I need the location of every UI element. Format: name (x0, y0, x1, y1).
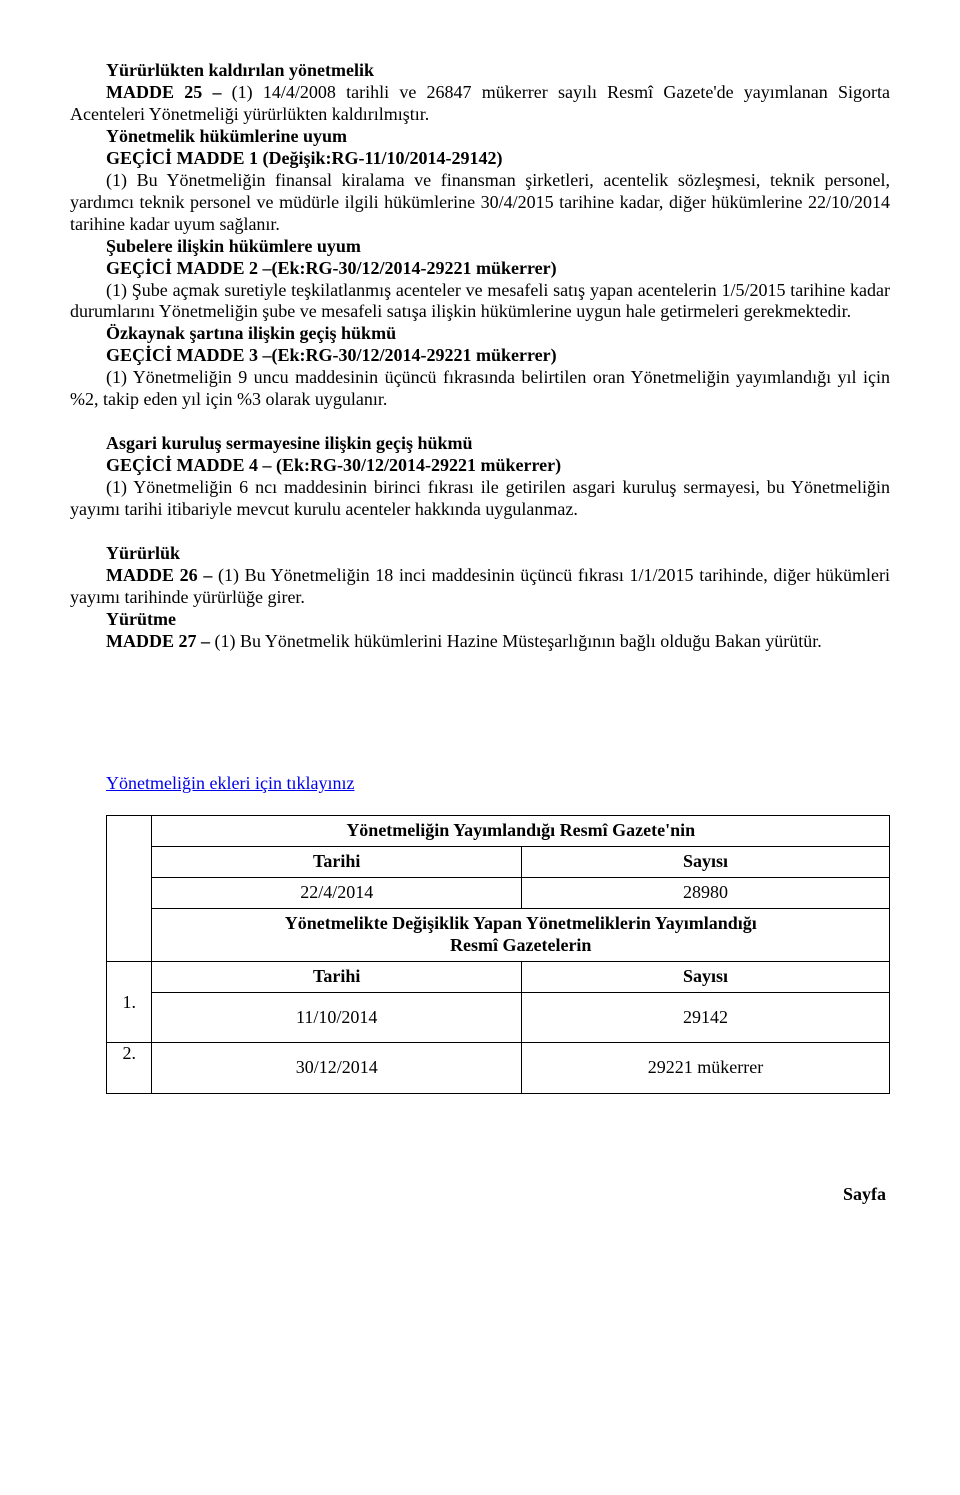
article-25-label: MADDE 25 – (106, 82, 221, 102)
article-26: MADDE 26 – (1) Bu Yönetmeliğin 18 inci m… (70, 565, 890, 609)
table-index-blank-mid (107, 961, 152, 992)
page-footer: Sayfa (70, 1184, 890, 1206)
appendix-link-line: Yönetmeliğin ekleri için tıklayınız (70, 773, 890, 795)
table-col-date-2: Tarihi (152, 961, 522, 992)
table-r2-num: 29221 mükerrer (521, 1043, 889, 1094)
table-col-date-1: Tarihi (152, 846, 522, 877)
temp-article-1-text: (1) Bu Yönetmeliğin finansal kiralama ve… (70, 170, 890, 236)
table-r1-num: 29142 (521, 992, 889, 1043)
table-r0-date: 22/4/2014 (152, 877, 522, 908)
temp-article-2-text: (1) Şube açmak suretiyle teşkilatlanmış … (70, 280, 890, 324)
temp-article-4-text: (1) Yönetmeliğin 6 ncı maddesinin birinc… (70, 477, 890, 521)
table-r1-date: 11/10/2014 (152, 992, 522, 1043)
table-r0-num: 28980 (521, 877, 889, 908)
article-27-label: MADDE 27 – (106, 631, 210, 651)
heading-temp-article-4: GEÇİCİ MADDE 4 – (Ek:RG-30/12/2014-29221… (70, 455, 890, 477)
table-title-1: Yönetmeliğin Yayımlandığı Resmî Gazete'n… (152, 815, 890, 846)
table-index-1: 1. (107, 992, 152, 1043)
heading-execution: Yürütme (70, 609, 890, 631)
gazette-table: Yönetmeliğin Yayımlandığı Resmî Gazete'n… (106, 815, 890, 1095)
appendix-link[interactable]: Yönetmeliğin ekleri için tıklayınız (106, 773, 354, 793)
heading-temp-article-2: GEÇİCİ MADDE 2 –(Ek:RG-30/12/2014-29221 … (70, 258, 890, 280)
heading-min-capital: Asgari kuruluş sermayesine ilişkin geçiş… (70, 433, 890, 455)
heading-equity: Özkaynak şartına ilişkin geçiş hükmü (70, 323, 890, 345)
table-title-2b: Resmî Gazetelerin (450, 935, 591, 955)
table-title-2: Yönetmelikte Değişiklik Yapan Yönetmelik… (152, 908, 890, 961)
temp-article-3-text: (1) Yönetmeliğin 9 uncu maddesinin üçünc… (70, 367, 890, 411)
heading-effective: Yürürlük (70, 543, 890, 565)
table-col-num-1: Sayısı (521, 846, 889, 877)
table-col-num-2: Sayısı (521, 961, 889, 992)
article-27-text: (1) Bu Yönetmelik hükümlerini Hazine Müs… (210, 631, 822, 651)
table-index-blank-top (107, 815, 152, 961)
table-title-2a: Yönetmelikte Değişiklik Yapan Yönetmelik… (285, 913, 757, 933)
heading-compliance: Yönetmelik hükümlerine uyum (70, 126, 890, 148)
heading-branches: Şubelere ilişkin hükümlere uyum (70, 236, 890, 258)
table-index-2: 2. (107, 1043, 152, 1094)
table-r2-date: 30/12/2014 (152, 1043, 522, 1094)
heading-temp-article-1: GEÇİCİ MADDE 1 (Değişik:RG-11/10/2014-29… (70, 148, 890, 170)
article-27: MADDE 27 – (1) Bu Yönetmelik hükümlerini… (70, 631, 890, 653)
article-25: MADDE 25 – (1) 14/4/2008 tarihli ve 2684… (70, 82, 890, 126)
article-26-label: MADDE 26 – (106, 565, 212, 585)
heading-temp-article-3: GEÇİCİ MADDE 3 –(Ek:RG-30/12/2014-29221 … (70, 345, 890, 367)
heading-repealed-regulation: Yürürlükten kaldırılan yönetmelik (70, 60, 890, 82)
